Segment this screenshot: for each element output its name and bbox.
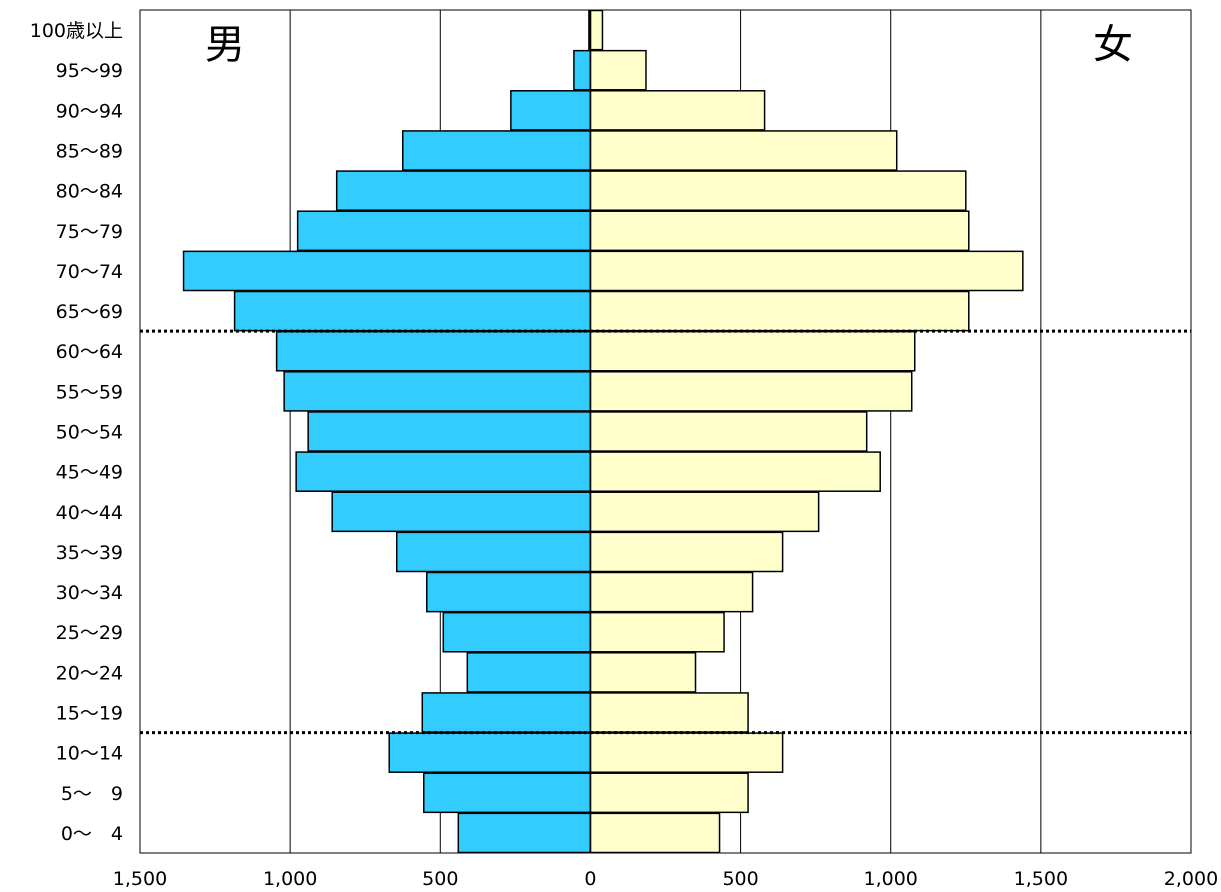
tick-label: 2,000	[1164, 868, 1218, 890]
tick-label: 1,500	[113, 868, 167, 890]
bar-female	[589, 250, 1024, 292]
age-label: 25〜29	[56, 622, 123, 644]
age-label: 0〜 4	[61, 823, 123, 845]
bar-female	[589, 371, 913, 412]
bar-female	[589, 531, 784, 573]
bar-female	[589, 451, 881, 492]
age-label: 90〜94	[56, 100, 123, 122]
age-label: 45〜49	[56, 462, 123, 484]
female-label: 女	[1093, 22, 1133, 68]
bar-male	[402, 130, 592, 171]
age-label: 30〜34	[56, 582, 123, 604]
age-label: 55〜59	[56, 381, 123, 403]
bar-female	[589, 812, 721, 854]
age-label: 5〜 9	[61, 783, 123, 805]
bar-male	[421, 692, 592, 733]
bar-female	[589, 611, 725, 653]
bar-female	[589, 772, 749, 814]
bar-female	[589, 290, 970, 332]
bar-female	[589, 732, 784, 773]
bar-male	[573, 49, 592, 91]
age-label: 50〜54	[56, 422, 123, 444]
bar-female	[589, 330, 916, 372]
bar-male	[331, 491, 592, 533]
bar-female	[589, 9, 604, 51]
age-label: 95〜99	[56, 60, 123, 82]
bar-male	[442, 611, 592, 653]
bar-male	[233, 290, 592, 332]
age-label: 85〜89	[56, 141, 123, 163]
tick-label: 500	[722, 868, 758, 890]
bar-male	[426, 571, 592, 613]
tick-label: 0	[584, 868, 596, 890]
bar-male	[275, 330, 592, 372]
age-labels: 0〜 4 5〜 9 10〜14 15〜19 20〜24 25〜29 30〜34 35〜39 40…	[30, 20, 123, 845]
tick-label: 500	[422, 868, 458, 890]
bar-female	[589, 652, 697, 693]
bar-male	[335, 170, 592, 211]
age-label: 15〜19	[56, 703, 123, 725]
age-label: 60〜64	[56, 341, 123, 363]
x-tick-labels: 1,500 1,000 500 0 500 1,000 1,500 2,000	[113, 868, 1218, 890]
tick-label: 1,500	[1014, 868, 1068, 890]
bar-female	[589, 411, 868, 452]
bar-male	[510, 90, 592, 131]
age-label: 10〜14	[56, 743, 123, 765]
bar-male	[466, 652, 592, 693]
age-label: 80〜84	[56, 181, 123, 203]
age-label: 35〜39	[56, 542, 123, 564]
tick-label: 1,000	[263, 868, 317, 890]
bar-male	[457, 812, 592, 854]
age-label: 100歳以上	[30, 20, 123, 42]
bar-male	[388, 732, 592, 773]
bar-male	[283, 371, 592, 412]
bars	[182, 9, 1024, 854]
bar-female	[589, 170, 967, 211]
reference-lines	[140, 329, 1191, 735]
bar-male	[182, 250, 592, 292]
bar-male	[395, 531, 592, 573]
tick-label: 1,000	[864, 868, 918, 890]
age-label: 70〜74	[56, 261, 123, 283]
age-label: 20〜24	[56, 662, 123, 684]
age-label: 65〜69	[56, 301, 123, 323]
bar-female	[589, 130, 898, 171]
bar-female	[589, 571, 754, 613]
bar-male	[295, 451, 592, 492]
bar-female	[589, 49, 647, 91]
bar-female	[589, 692, 749, 733]
age-label: 75〜79	[56, 221, 123, 243]
bar-female	[589, 210, 970, 252]
bar-female	[589, 90, 766, 131]
bar-male	[307, 411, 592, 452]
bar-male	[296, 210, 592, 252]
bar-female	[589, 491, 820, 533]
bar-male	[423, 772, 592, 814]
male-label: 男	[205, 22, 245, 68]
age-label: 40〜44	[56, 502, 123, 524]
